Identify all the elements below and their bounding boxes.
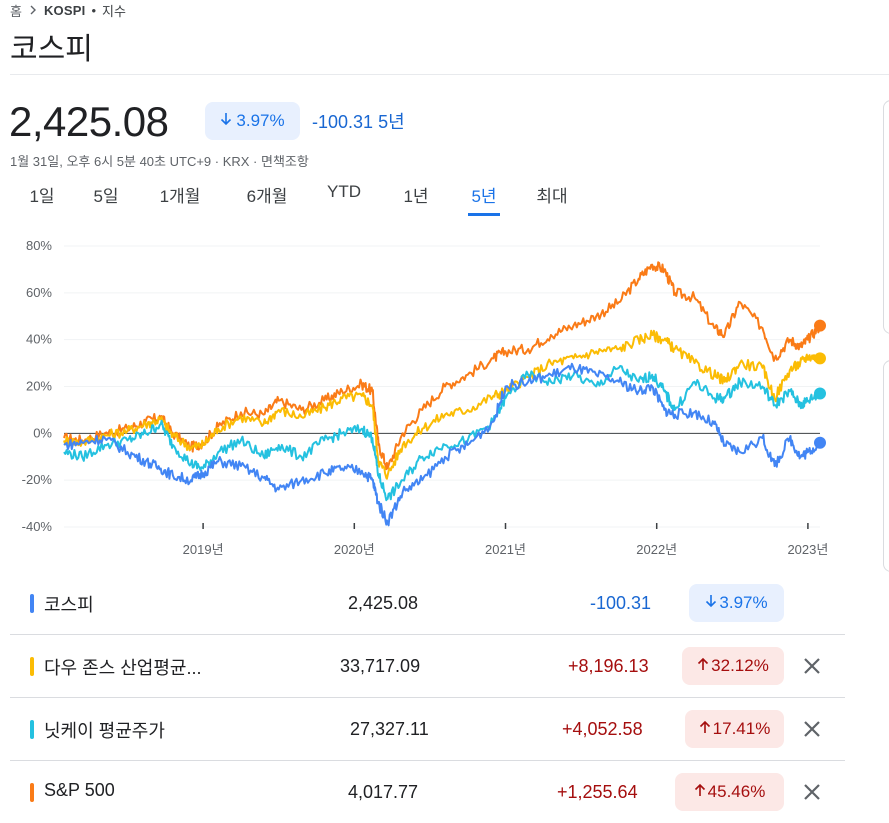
x-tick-label: 2021년 xyxy=(485,542,526,557)
close-icon xyxy=(804,721,820,737)
series-name: 코스피 xyxy=(44,595,94,615)
comparison-legend: 코스피 2,425.08 -100.31 3.97% 다우 존스 산업평균...… xyxy=(10,572,845,823)
tab-1y[interactable]: 1년 xyxy=(384,182,448,216)
series-line xyxy=(63,364,821,502)
arrow-up-icon xyxy=(699,719,711,739)
change-absolute: -100.31 5년 xyxy=(312,108,405,134)
tab-label: 1일 xyxy=(29,187,55,206)
series-line xyxy=(63,362,821,527)
change-period: 5년 xyxy=(378,112,405,132)
series-endpoint xyxy=(814,387,826,400)
tab-label: YTD xyxy=(327,182,361,201)
series-color-swatch xyxy=(30,720,34,739)
series-name: S&P 500 xyxy=(44,780,115,800)
series-value: 27,327.11 xyxy=(350,719,429,739)
series-endpoint xyxy=(814,352,826,365)
series-change-pct-badge: 45.46% xyxy=(675,773,784,811)
change-absolute-value: -100.31 xyxy=(312,112,374,132)
page-title: 코스피 xyxy=(10,33,93,66)
breadcrumb-separator: • xyxy=(91,3,96,18)
arrow-down-icon xyxy=(705,593,717,613)
tab-ytd[interactable]: YTD xyxy=(312,182,376,216)
current-price: 2,425.08 xyxy=(9,98,169,145)
y-tick-label: -20% xyxy=(22,472,53,487)
series-value: 33,717.09 xyxy=(340,656,421,676)
quote-timestamp: 1월 31일, 오후 6시 5분 40초 UTC+9 · KRX · 면책조항 xyxy=(10,154,309,169)
close-icon xyxy=(804,784,820,800)
remove-comparison-button[interactable] xyxy=(803,779,821,805)
series-value: 2,425.08 xyxy=(348,593,419,613)
breadcrumb-symbol: KOSPI xyxy=(43,3,86,18)
series-endpoint xyxy=(814,319,826,332)
series-change-abs: +1,255.64 xyxy=(557,782,638,802)
y-tick-label: 60% xyxy=(26,285,52,300)
tab-label: 1개월 xyxy=(159,187,201,206)
remove-comparison-button[interactable] xyxy=(803,716,821,742)
series-change-abs: -100.31 xyxy=(590,593,652,613)
close-icon xyxy=(804,658,820,674)
series-change-pct: 45.46% xyxy=(707,782,766,801)
arrow-up-icon xyxy=(694,782,706,802)
tab-5d[interactable]: 5일 xyxy=(74,182,138,216)
series-value: 4,017.77 xyxy=(348,782,419,802)
chevron-right-icon xyxy=(28,3,38,18)
x-tick-label: 2023년 xyxy=(787,542,828,557)
y-tick-label: 40% xyxy=(26,332,52,347)
x-tick-label: 2020년 xyxy=(334,542,375,557)
tab-5y[interactable]: 5년 xyxy=(468,182,500,216)
series-endpoint xyxy=(814,436,826,449)
legend-row-nikkei[interactable]: 닛케이 평균주가 27,327.11 +4,052.58 17.41% xyxy=(10,698,845,761)
series-color-swatch xyxy=(30,594,34,613)
y-tick-label: 20% xyxy=(26,379,52,394)
tab-label: 최대 xyxy=(536,187,568,206)
breadcrumb-home-link[interactable]: 홈 xyxy=(10,4,22,19)
series-color-swatch xyxy=(30,657,34,676)
legend-row-dow[interactable]: 다우 존스 산업평균... 33,717.09 +8,196.13 32.12% xyxy=(10,635,845,698)
series-change-pct-badge: 3.97% xyxy=(689,584,784,622)
arrow-down-icon xyxy=(220,111,232,131)
series-change-pct: 3.97% xyxy=(719,593,768,612)
series-name: 닛케이 평균주가 xyxy=(44,721,165,741)
series-change-abs: +4,052.58 xyxy=(562,719,643,739)
tab-label: 1년 xyxy=(403,187,429,206)
tab-1d[interactable]: 1일 xyxy=(10,182,74,216)
comparison-line-chart[interactable]: 80% 60% 40% 20% 0% -20% -40% 2019년 2020년 2021년 202… xyxy=(0,228,860,568)
series-change-pct: 17.41% xyxy=(712,719,771,738)
side-card xyxy=(883,360,889,572)
series-change-abs: +8,196.13 xyxy=(568,656,649,676)
tab-label: 6개월 xyxy=(246,187,288,206)
x-tick-label: 2019년 xyxy=(183,542,224,557)
change-percent: 3.97% xyxy=(236,111,285,130)
breadcrumb-type: 지수 xyxy=(102,4,126,19)
range-tabs: 1일 5일 1개월 6개월 YTD 1년 5년 최대 xyxy=(10,182,572,216)
legend-row-sp500[interactable]: S&P 500 4,017.77 +1,255.64 45.46% xyxy=(10,761,845,823)
arrow-up-icon xyxy=(697,656,709,676)
series-change-pct-badge: 17.41% xyxy=(685,710,784,748)
y-tick-label: 0% xyxy=(33,425,52,440)
tab-label: 5년 xyxy=(471,187,497,206)
tab-label: 5일 xyxy=(93,187,119,206)
tab-1m[interactable]: 1개월 xyxy=(138,182,222,216)
series-name: 다우 존스 산업평균... xyxy=(44,658,202,678)
series-color-swatch xyxy=(30,783,34,802)
tab-max[interactable]: 최대 xyxy=(532,182,572,216)
change-percent-badge: 3.97% xyxy=(205,102,300,140)
series-change-pct: 32.12% xyxy=(711,656,769,675)
x-tick-label: 2022년 xyxy=(636,542,677,557)
y-tick-label: -40% xyxy=(22,519,53,534)
y-tick-label: 80% xyxy=(26,238,52,253)
legend-row-kospi[interactable]: 코스피 2,425.08 -100.31 3.97% xyxy=(10,572,845,635)
side-card xyxy=(883,100,889,334)
remove-comparison-button[interactable] xyxy=(803,653,821,679)
breadcrumb: 홈 KOSPI • 지수 xyxy=(10,1,126,20)
series-line xyxy=(63,329,821,480)
tab-6m[interactable]: 6개월 xyxy=(222,182,312,216)
series-change-pct-badge: 32.12% xyxy=(682,647,784,685)
divider xyxy=(10,74,889,75)
